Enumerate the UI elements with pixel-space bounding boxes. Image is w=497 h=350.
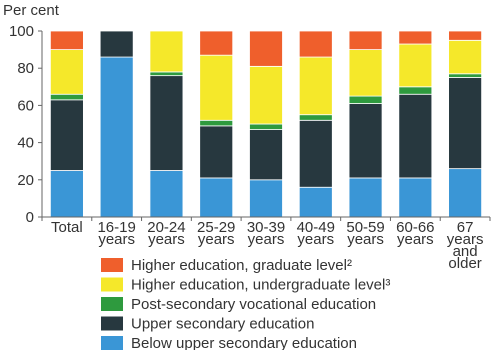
x-category-label: 67 years and older [447,219,484,272]
bar-segment [448,30,483,41]
bar-segment [149,75,184,171]
legend-swatch [101,297,123,311]
x-category-label: 50-59 years [346,219,384,248]
bar-segment [448,77,483,170]
bar-segment [348,30,383,51]
y-axis: 0 20 40 60 80 100 [9,23,43,226]
bar-segment [348,95,383,104]
bar-segment [298,119,333,188]
legend-label: Upper secondary education [131,316,314,333]
y-tick-label: 40 [17,135,34,152]
x-category-label: 25-29 years [197,219,235,248]
x-category-label: Total [51,219,83,236]
y-tick-label: 60 [17,97,34,114]
legend-swatch [101,258,123,272]
legend-label: Higher education, undergraduate level³ [131,277,390,294]
bar-segment [348,103,383,179]
bar-segment [398,30,433,45]
bar-segment [249,65,283,125]
bar-segment [149,30,184,73]
bar-segment [49,99,84,171]
bar-segment [249,179,283,218]
x-category-label: 20-24 years [147,219,185,248]
bar-segment [348,49,383,97]
x-category-label: 16-19 years [97,219,135,248]
bars [49,30,483,218]
bar-segment [448,168,483,218]
legend-label: Higher education, graduate level² [131,257,352,274]
bar-segment [298,114,333,121]
legend: Higher education, graduate level² Higher … [101,257,390,350]
y-tick-label: 0 [26,209,34,226]
bar-segment [199,30,234,56]
bar-segment [49,93,84,101]
legend-label: Below upper secondary education [131,335,357,350]
bar-segment [398,43,433,88]
x-category-label: 60-66 years [396,219,434,248]
bar-segment [199,54,234,121]
bar-segment [448,39,483,75]
bar-segment [249,129,283,181]
bar-segment [398,177,433,218]
bar-segment [49,30,84,51]
x-category-label: 40-49 years [297,219,335,248]
legend-label: Post-secondary vocational education [131,296,376,313]
bar-segment [199,177,234,218]
bar-segment [149,71,184,77]
x-category-label: 30-39 years [247,219,285,248]
bar-segment [99,56,134,218]
y-tick-label: 80 [17,60,34,77]
bar-segment [249,123,283,130]
y-axis-label: Per cent [3,2,60,19]
bar-segment [99,30,134,58]
x-axis: Total 16-19 years 20-24 years 25-29 years 30-39… [41,216,491,272]
y-tick-label: 100 [9,23,34,40]
bar-segment [448,73,483,78]
bar-segment [149,170,184,218]
bar-segment [398,86,433,95]
bar-segment [298,186,333,218]
bar-segment [298,30,333,58]
legend-swatch [101,316,123,331]
y-tick-label: 20 [17,172,34,189]
bar-segment [249,30,283,67]
bar-segment [199,119,234,127]
legend-swatch [101,277,123,292]
bar-segment [199,125,234,179]
bar-segment [348,177,383,218]
legend-swatch [101,336,123,350]
bar-segment [49,170,84,218]
bar-segment [49,49,84,95]
bar-segment [298,56,333,116]
bar-segment [398,93,433,179]
